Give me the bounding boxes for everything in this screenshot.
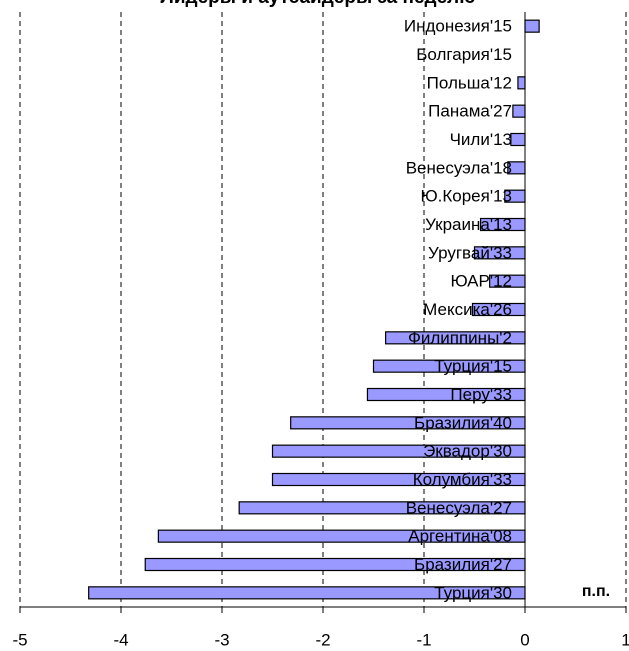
category-label: Болгария'15 <box>416 45 512 64</box>
category-label: Венесуэла'27 <box>406 498 512 517</box>
x-tick-label: 1 <box>621 630 629 649</box>
category-label: Польша'12 <box>427 73 512 92</box>
x-tick-label: -5 <box>12 630 27 649</box>
category-label: Турция'30 <box>434 583 512 602</box>
category-label: Бразилия'40 <box>414 413 512 432</box>
x-tick-label: -4 <box>113 630 128 649</box>
category-label: Чили'13 <box>450 130 512 149</box>
category-label: Мексика'26 <box>423 300 512 319</box>
bar <box>510 132 526 147</box>
category-label: Турция'15 <box>434 357 512 376</box>
category-label: Индонезия'15 <box>404 17 512 36</box>
category-label: Бразилия'27 <box>414 555 512 574</box>
category-label: ЮАР'12 <box>451 272 512 291</box>
x-tick-label: 0 <box>520 630 529 649</box>
category-label: Уругвай'33 <box>428 243 512 262</box>
x-tick-label: -3 <box>214 630 229 649</box>
category-label: Украина'13 <box>425 215 512 234</box>
category-label: Панама'27 <box>428 102 512 121</box>
bar <box>524 19 540 33</box>
category-label: Перу'33 <box>450 385 512 404</box>
chart-title: Лидеры и аутсайдеры за неделю <box>161 0 476 8</box>
category-label: Филиппины'2 <box>408 328 512 347</box>
category-label: Венесуэла'18 <box>406 158 512 177</box>
unit-label: п.п. <box>582 583 610 600</box>
x-tick-label: -1 <box>416 630 431 649</box>
x-tick-label: -2 <box>315 630 330 649</box>
category-label: Ю.Корея'13 <box>420 187 512 206</box>
category-label: Колумбия'33 <box>413 470 512 489</box>
bar <box>512 104 526 118</box>
category-label: Эквадор'30 <box>423 442 512 461</box>
category-label: Аргентина'08 <box>408 527 512 546</box>
bar <box>517 76 526 90</box>
